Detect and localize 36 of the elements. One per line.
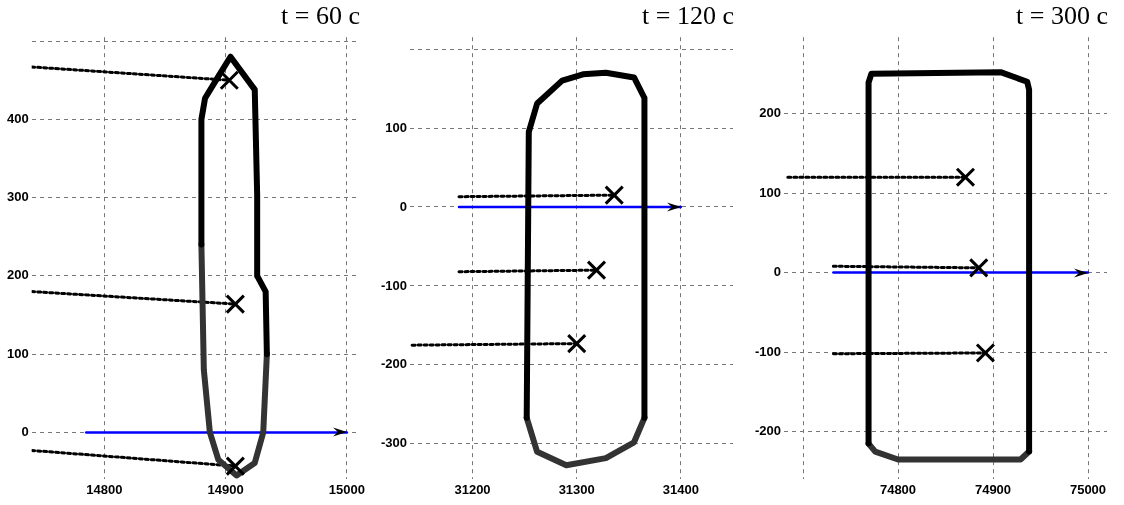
point (604, 185, 625, 206)
point (955, 167, 976, 188)
point (219, 70, 240, 91)
x-tick-label: 14900 (207, 481, 244, 497)
x-tick-label: 15000 (328, 481, 365, 497)
x-tick-label: 31200 (454, 481, 491, 497)
y-tick-label: 0 (399, 198, 408, 214)
point (975, 342, 996, 363)
point (968, 257, 989, 278)
point (586, 260, 607, 281)
y-tick-label: -200 (380, 356, 408, 372)
y-tick-label: 100 (385, 119, 408, 135)
y-tick-label: 300 (6, 189, 29, 205)
y-tick-label: -100 (380, 277, 408, 293)
y-tick-label: 0 (21, 424, 29, 440)
chart-title: t = 60 c (281, 1, 360, 31)
x-tick-label: 14800 (86, 481, 123, 497)
x-tick-label: 74800 (879, 481, 917, 497)
x-tick-label: 31400 (662, 481, 699, 497)
point (225, 456, 246, 477)
y-tick-label: -100 (754, 343, 782, 359)
y-tick-label: 100 (6, 345, 29, 361)
x-tick-label: 31300 (558, 481, 595, 497)
y-tick-label: 400 (6, 110, 29, 126)
x-tick-label: 74900 (974, 481, 1012, 497)
chart-title: t = 120 c (642, 1, 734, 31)
point (225, 294, 246, 315)
y-tick-label: -200 (754, 423, 782, 439)
y-tick-label: 0 (773, 264, 782, 280)
y-tick-label: 200 (6, 267, 29, 283)
point (566, 333, 587, 354)
y-tick-label: 100 (759, 184, 782, 200)
y-tick-label: 200 (759, 105, 782, 121)
y-tick-label: -300 (380, 435, 408, 451)
x-tick-label: 75000 (1069, 481, 1107, 497)
chart-title: t = 300 c (1016, 1, 1108, 31)
